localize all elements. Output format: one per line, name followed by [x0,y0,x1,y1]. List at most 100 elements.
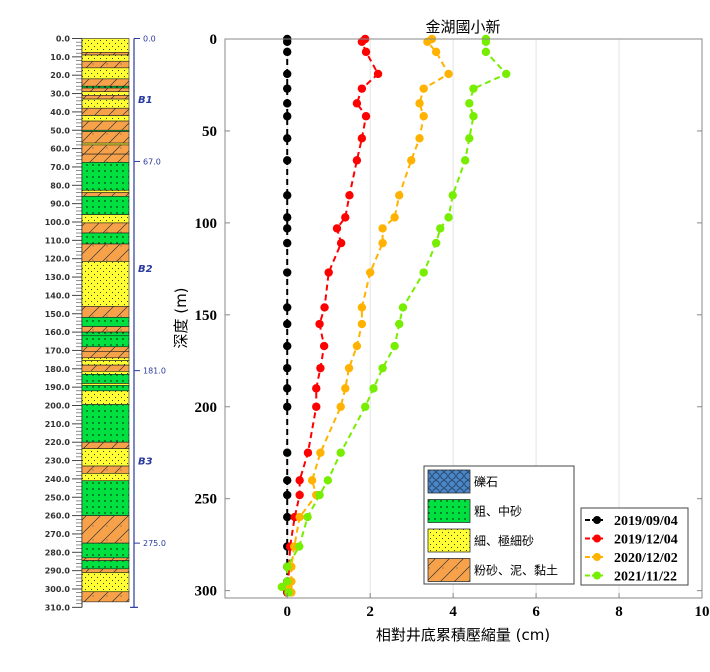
boundary-label: 275.0 [143,539,166,548]
layer-fine [81,38,130,53]
layer-fine [81,98,130,109]
data-point [283,213,292,222]
layer-silt [81,351,130,359]
unit-label: B3 [138,457,153,468]
layer-fine [81,115,130,122]
layer-coarse [81,374,130,384]
data-point [341,213,350,222]
layer-coarse [81,480,130,516]
legend-marker [593,553,601,561]
depth-tick-label: 260.0 [45,512,71,521]
data-point [357,303,367,312]
depth-tick-label: 0.0 [56,35,71,44]
data-point [283,490,292,500]
legend-swatch-gravel [427,469,471,494]
y-tick-label: 250 [195,492,218,508]
layer-coarse [81,196,130,215]
data-point [357,84,367,93]
data-point [431,238,441,248]
layer-silt [81,346,130,352]
data-point [283,363,292,373]
depth-tick-label: 50.0 [50,126,70,135]
unit-label: B2 [138,264,153,275]
chart-title: 金湖國小新 [425,18,500,36]
data-point [283,84,292,93]
data-point [390,341,399,351]
y-tick-label: 0 [210,32,218,48]
data-point [284,588,293,597]
data-point [373,69,383,79]
depth-tick-label: 140.0 [45,291,71,300]
data-point [378,224,387,233]
layer-fine [81,371,130,375]
data-point [378,238,387,248]
data-point [283,303,292,312]
depth-tick-label: 160.0 [45,328,71,337]
depth-tick-label: 180.0 [45,365,71,374]
data-point [283,47,292,57]
legend-swatch-fine [427,528,471,553]
layer-silt [81,78,130,87]
layer-fine [81,448,130,467]
layer-silt [81,568,130,573]
data-point [419,84,428,93]
depth-tick-label: 30.0 [50,90,70,99]
data-point [315,490,324,500]
depth-tick-label: 70.0 [50,163,70,172]
layer-silt [81,557,130,561]
layer-coarse [81,317,130,327]
layer-silt [81,515,130,544]
data-point [283,224,292,233]
data-point [444,213,453,222]
data-point [336,448,345,457]
depth-tick-label: 60.0 [50,145,70,154]
data-point [398,303,408,312]
layer-fine [81,572,130,593]
depth-tick-label: 80.0 [50,181,70,190]
layer-fine [81,261,130,307]
depth-tick-label: 240.0 [45,475,71,484]
data-point [319,341,329,351]
legend-marker [593,534,601,543]
data-point [295,476,304,485]
data-point [295,490,304,500]
layer-coarse [81,404,130,443]
data-point [283,577,292,586]
depth-tick-label: 220.0 [45,438,71,447]
data-point [283,402,292,411]
layer-silt [81,364,130,372]
legend-label: 粉砂、泥、黏土 [474,564,558,578]
data-point [344,363,354,373]
boundary-label: 0.0 [143,35,156,44]
y-tick-label: 50 [202,124,217,140]
layer-coarse [81,560,130,570]
layer-coarse [81,162,130,191]
layer-silt [81,306,130,318]
data-point [352,341,362,351]
depth-tick-label: 200.0 [45,402,71,411]
depth-tick-label: 310.0 [45,603,71,612]
legend-label: 粗、中砂 [474,504,522,519]
depth-tick-label: 20.0 [50,71,70,80]
layer-silt [81,107,130,116]
layer-silt [81,326,130,333]
data-point [419,268,428,277]
depth-tick-label: 230.0 [45,457,71,466]
data-point [365,268,375,277]
depth-tick-label: 130.0 [45,273,71,282]
legend-swatch-coarse [427,499,471,523]
layer-silt [81,192,130,197]
data-point [345,191,354,200]
layer-silt [81,52,130,56]
data-point [320,303,329,312]
data-point [312,384,321,393]
data-point [469,112,478,121]
layer-fine [81,67,130,80]
data-point [323,476,333,485]
layer-coarse [81,232,130,245]
layer-silt [81,441,130,449]
data-point [444,69,453,79]
data-point [360,402,370,411]
depth-tick-label: 290.0 [45,567,71,576]
data-point [423,37,432,46]
